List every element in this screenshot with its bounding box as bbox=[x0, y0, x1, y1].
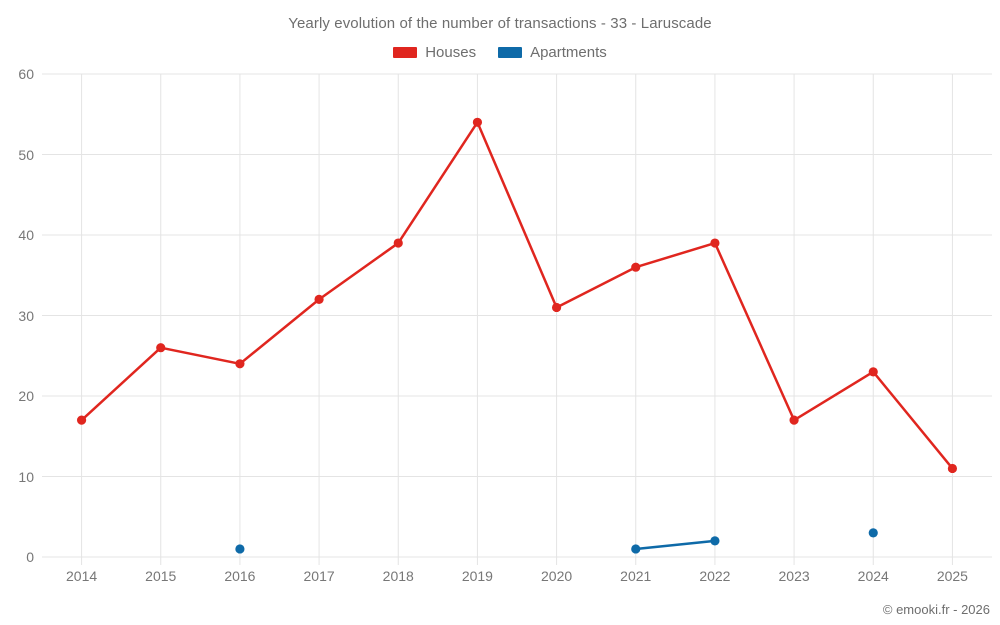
data-point[interactable] bbox=[235, 359, 245, 369]
y-axis-tick-label: 30 bbox=[18, 307, 34, 324]
series-line bbox=[80, 121, 954, 470]
x-axis-tick-label: 2015 bbox=[145, 568, 177, 584]
x-axis-tick-label: 2020 bbox=[541, 568, 573, 584]
legend-swatch-houses bbox=[393, 47, 418, 58]
data-point[interactable] bbox=[314, 294, 324, 304]
data-point[interactable] bbox=[472, 117, 483, 127]
data-point[interactable] bbox=[235, 544, 245, 554]
data-point[interactable] bbox=[156, 343, 166, 353]
legend-item-houses[interactable]: Houses bbox=[393, 45, 476, 60]
x-axis-tick-label: 2014 bbox=[66, 568, 98, 584]
y-axis-tick-label: 40 bbox=[18, 227, 34, 243]
x-axis-tick-label: 2023 bbox=[778, 568, 810, 584]
data-point[interactable] bbox=[393, 238, 403, 248]
series-apartments bbox=[235, 528, 878, 554]
y-axis-tick-label: 50 bbox=[18, 146, 34, 163]
x-axis-tick-label: 2016 bbox=[224, 568, 256, 584]
data-point[interactable] bbox=[947, 463, 958, 474]
data-point[interactable] bbox=[710, 238, 720, 248]
x-axis-tick-label: 2022 bbox=[699, 568, 731, 584]
x-axis-tick-label: 2019 bbox=[461, 568, 493, 584]
x-axis-tick-label: 2021 bbox=[620, 568, 652, 584]
copyright-credit: © emooki.fr - 2026 bbox=[882, 602, 990, 617]
series-line bbox=[634, 539, 717, 551]
data-point[interactable] bbox=[789, 415, 799, 425]
data-point[interactable] bbox=[76, 415, 87, 425]
x-axis-tick-label: 2017 bbox=[303, 568, 335, 584]
legend-label-apartments: Apartments bbox=[530, 44, 607, 61]
series-houses bbox=[76, 117, 958, 474]
data-point[interactable] bbox=[551, 302, 562, 313]
y-axis-tick-label: 20 bbox=[18, 388, 34, 404]
data-point[interactable] bbox=[631, 544, 641, 554]
data-point[interactable] bbox=[631, 262, 641, 272]
y-axis-tick-label: 60 bbox=[18, 66, 34, 82]
grid-lines bbox=[42, 73, 992, 565]
x-axis-tick-label: 2024 bbox=[857, 568, 889, 584]
legend-swatch-apartments bbox=[498, 47, 523, 58]
data-point[interactable] bbox=[868, 367, 878, 377]
chart-legend: Houses Apartments bbox=[0, 45, 1000, 60]
chart-title: Yearly evolution of the number of transa… bbox=[288, 15, 712, 32]
x-axis-tick-label: 2018 bbox=[382, 568, 414, 584]
data-point[interactable] bbox=[710, 536, 720, 546]
legend-label-houses: Houses bbox=[425, 44, 477, 61]
legend-item-apartments[interactable]: Apartments bbox=[498, 45, 607, 60]
y-axis-tick-label: 10 bbox=[18, 468, 34, 485]
x-axis-tick-label: 2025 bbox=[936, 568, 968, 584]
data-point[interactable] bbox=[868, 528, 878, 538]
y-axis-tick-label: 0 bbox=[26, 549, 34, 565]
